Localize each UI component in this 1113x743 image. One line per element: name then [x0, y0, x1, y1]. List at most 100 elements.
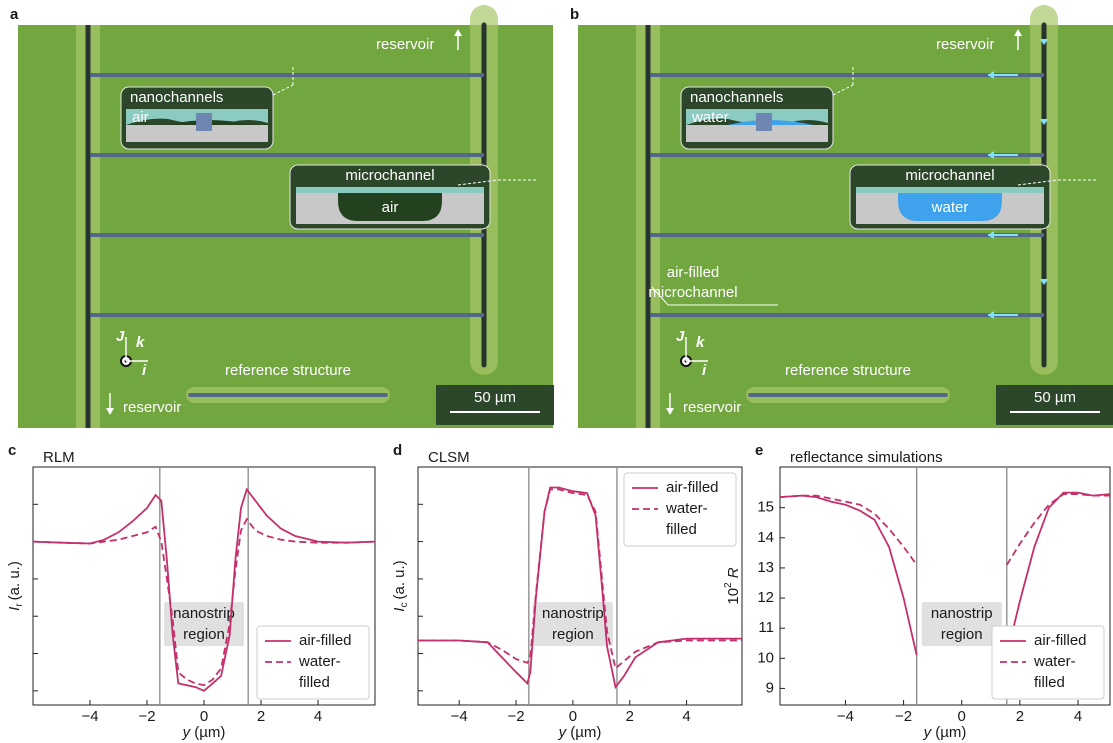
flow-arrow — [1040, 279, 1048, 285]
annotation: region — [941, 626, 983, 643]
legend-label: filled — [666, 521, 697, 538]
y-label-unit: (a. u.) — [6, 561, 23, 600]
micrograph: nanochannels water microchannel water reserv… — [578, 5, 1113, 428]
annotation: nanostrip — [931, 605, 993, 622]
data-line — [779, 493, 1110, 566]
data-line — [32, 487, 376, 692]
x-label-unit: (µm) — [570, 724, 601, 741]
channel-note: air-filled — [667, 264, 720, 281]
reservoir-label: reservoir — [936, 36, 994, 53]
legend-label: air-filled — [1034, 632, 1087, 649]
y-tick-label: 14 — [757, 529, 774, 546]
annotation: nanostrip — [542, 605, 604, 622]
cavity — [338, 193, 442, 221]
x-tick-label: −4 — [837, 708, 854, 725]
scale-box — [996, 385, 1113, 425]
plot-frame — [779, 466, 1111, 706]
reference-label: reference structure — [785, 362, 911, 379]
annotation-box — [164, 602, 244, 647]
inset-medium: air — [132, 109, 149, 126]
x-label-symbol: y — [558, 724, 568, 741]
leader — [272, 84, 294, 96]
x-tick-label: −4 — [81, 708, 98, 725]
x-tick-label: 4 — [314, 708, 322, 725]
pillar — [196, 113, 212, 131]
x-tick-label: 4 — [1074, 708, 1082, 725]
leader — [1017, 179, 1059, 186]
y-tick-label: 11 — [758, 619, 774, 636]
y-tick-label: 10 — [757, 649, 774, 666]
y-label-sup: 2 — [723, 582, 734, 588]
micrograph: nanochannels air microchannel air reservoir r… — [18, 5, 554, 428]
flow-arrow — [988, 311, 994, 319]
chart-title: reflectance simulations — [790, 449, 943, 466]
annotation: nanostrip — [173, 605, 235, 622]
legend-label: filled — [1034, 674, 1065, 691]
legend-label: water- — [298, 653, 341, 670]
annotation-box — [921, 602, 1002, 647]
reference-label: reference structure — [225, 362, 351, 379]
y-label-sub: r — [14, 603, 25, 607]
x-tick-label: 2 — [257, 708, 265, 725]
axis-label: i — [142, 362, 147, 379]
panel-label: b — [570, 6, 579, 23]
y-label-unit: (a. u.) — [391, 560, 408, 599]
x-axis-label: y (µm) — [923, 724, 967, 741]
axis-label: k — [696, 334, 705, 351]
y-axis-label: Ic (a. u.) — [391, 560, 410, 611]
legend-label: air-filled — [299, 632, 352, 649]
x-tick-label: 0 — [569, 708, 577, 725]
x-label-symbol: y — [923, 724, 933, 741]
x-tick-label: 0 — [200, 708, 208, 725]
flow-arrow — [1040, 119, 1048, 125]
inset-title: nanochannels — [130, 89, 223, 106]
inset-medium: water — [931, 199, 969, 216]
axis-label: k — [136, 334, 145, 351]
legend-label: air-filled — [666, 479, 719, 496]
x-label-unit: (µm) — [935, 724, 966, 741]
y-label-symbol: R — [725, 567, 742, 578]
legend-box — [256, 625, 370, 700]
x-axis-label: y (µm) — [558, 724, 602, 741]
y-label-symbol: I — [6, 607, 23, 611]
data-line — [32, 517, 376, 687]
pillar — [756, 113, 772, 131]
x-label-symbol: y — [182, 724, 192, 741]
x-tick-label: −2 — [895, 708, 912, 725]
x-tick-label: −4 — [451, 708, 468, 725]
axis-label: J — [676, 328, 685, 345]
flow-arrow — [988, 151, 994, 159]
layer — [296, 187, 484, 193]
legend-box — [623, 472, 737, 547]
flow-arrow — [988, 231, 994, 239]
axis-label: J — [116, 328, 125, 345]
arrow — [1014, 29, 1022, 36]
arrow — [106, 408, 114, 415]
y-axis-label: 102 R — [719, 567, 742, 604]
arrow — [666, 408, 674, 415]
scale-box — [436, 385, 554, 425]
leader — [651, 286, 778, 306]
data-line — [418, 488, 742, 671]
y-tick-label: 15 — [757, 499, 774, 516]
reservoir-label: reservoir — [376, 36, 434, 53]
inset-title: nanochannels — [690, 89, 783, 106]
x-axis-label: y (µm) — [182, 724, 226, 741]
substrate — [686, 125, 828, 142]
legend-label: filled — [299, 674, 330, 691]
leader — [832, 84, 854, 96]
panel-label: e — [755, 442, 763, 459]
inset-medium: water — [691, 109, 729, 126]
scale-label: 50 µm — [474, 389, 516, 406]
panel-label: a — [10, 6, 19, 23]
reservoir-label: reservoir — [683, 399, 741, 416]
legend-label: water- — [1033, 653, 1076, 670]
legend-label: water- — [665, 500, 708, 517]
flow-arrow — [1040, 39, 1048, 45]
scale-label: 50 µm — [1034, 389, 1076, 406]
inset-medium: air — [382, 199, 399, 216]
inset-title: microchannel — [345, 167, 434, 184]
panel-label: d — [393, 442, 402, 459]
substrate — [126, 125, 268, 142]
chart-title: RLM — [43, 449, 75, 466]
